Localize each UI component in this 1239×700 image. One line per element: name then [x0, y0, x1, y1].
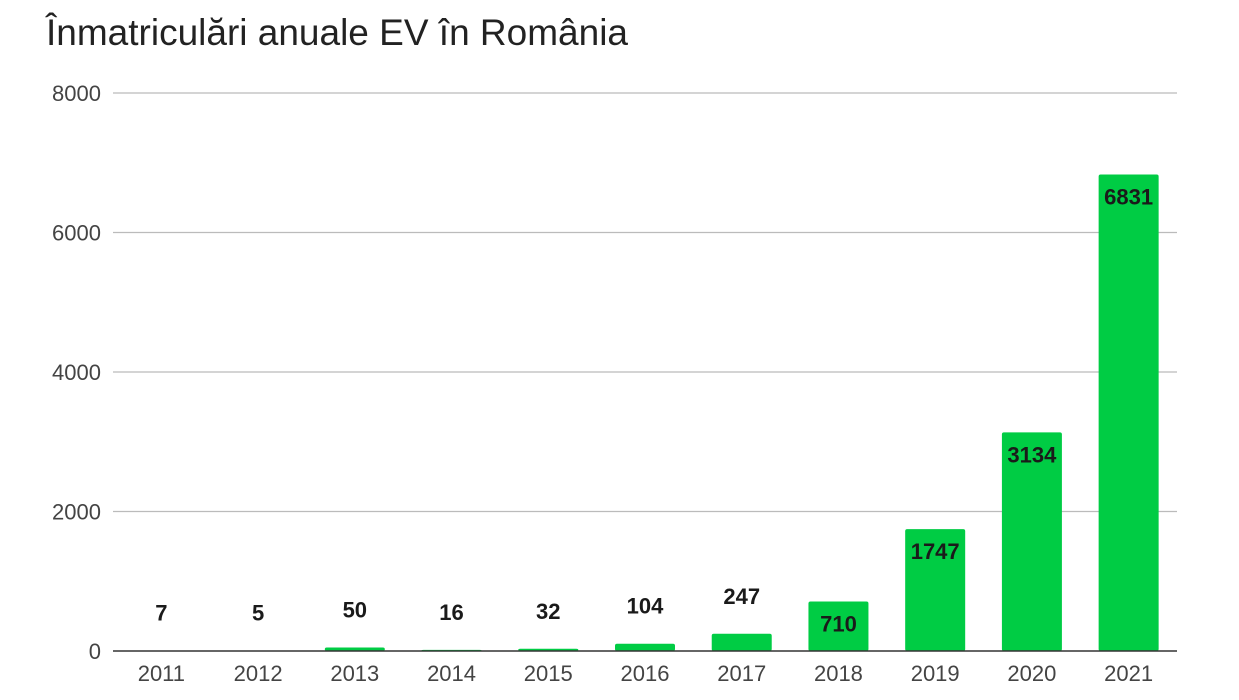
bar-2020 — [1001, 432, 1062, 651]
y-tick-label: 0 — [89, 639, 101, 664]
x-axis-ticks: 2011 2012 2013 2014 2015 2016 2017 2018 2019 2020… — [138, 661, 1153, 686]
gridlines — [113, 92, 1177, 513]
data-label: 50 — [343, 598, 367, 623]
x-tick-label: 2017 — [717, 661, 766, 686]
x-tick-label: 2012 — [234, 661, 283, 686]
x-tick-label: 2015 — [524, 661, 573, 686]
chart-title: Înmatriculări anuale EV în România — [46, 12, 629, 53]
data-label: 6831 — [1104, 185, 1153, 210]
x-tick-label: 2019 — [911, 661, 960, 686]
y-axis-ticks: 0 2000 4000 6000 8000 — [52, 81, 101, 664]
bars — [131, 174, 1159, 652]
bar-2013 — [324, 647, 385, 651]
data-label: 16 — [439, 600, 463, 625]
y-tick-label: 4000 — [52, 360, 101, 385]
bar-2016 — [615, 643, 675, 651]
x-tick-label: 2014 — [427, 661, 476, 686]
y-tick-label: 6000 — [52, 221, 101, 246]
y-tick-label: 2000 — [52, 500, 101, 525]
x-tick-label: 2013 — [330, 661, 379, 686]
x-tick-label: 2020 — [1007, 661, 1056, 686]
x-tick-label: 2011 — [138, 661, 185, 686]
y-tick-label: 8000 — [52, 81, 101, 106]
x-tick-label: 2016 — [621, 661, 670, 686]
data-label: 104 — [627, 594, 664, 619]
data-label: 3134 — [1007, 442, 1057, 467]
bar-2018 — [808, 601, 869, 651]
data-label: 7 — [155, 601, 167, 626]
bar-2021 — [1098, 174, 1159, 651]
data-labels: 7 5 50 16 32 104 247 710 1747 3134 6831 — [155, 185, 1153, 637]
data-label: 247 — [723, 584, 760, 609]
x-tick-label: 2021 — [1104, 661, 1153, 686]
data-label: 5 — [252, 601, 264, 626]
x-tick-label: 2018 — [814, 661, 863, 686]
data-label: 710 — [820, 611, 857, 636]
bar-2019 — [905, 529, 966, 651]
data-label: 32 — [536, 599, 560, 624]
bar-2017 — [711, 633, 772, 651]
data-label: 1747 — [911, 539, 960, 564]
